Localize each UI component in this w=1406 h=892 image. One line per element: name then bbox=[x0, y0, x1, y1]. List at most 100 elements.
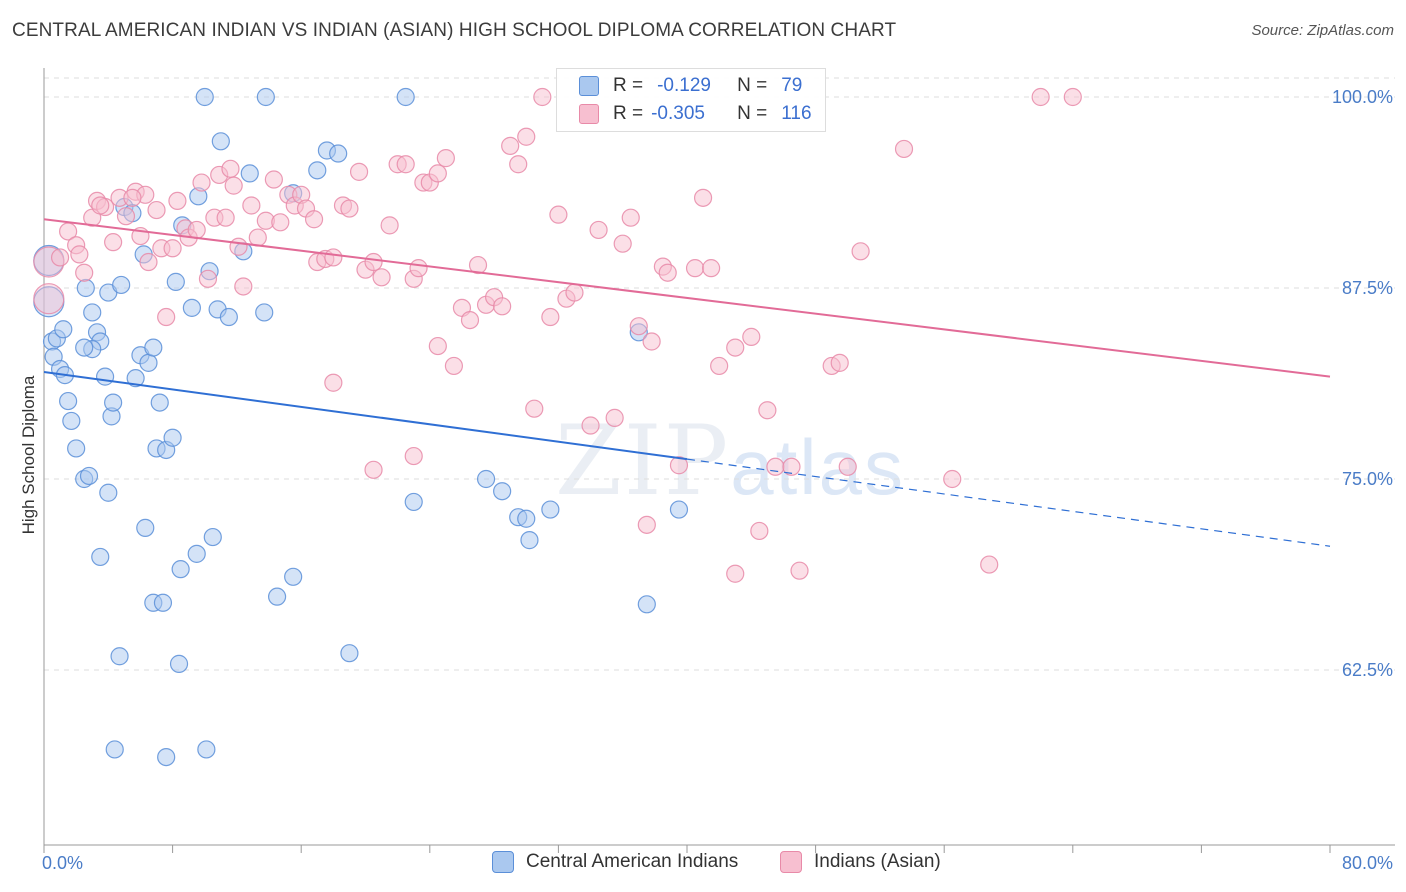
point-central-american-indians bbox=[67, 439, 86, 458]
point-indians-asian bbox=[851, 242, 870, 261]
legend-n-value-pink: 116 bbox=[781, 103, 812, 124]
point-central-american-indians bbox=[240, 164, 259, 183]
point-central-american-indians bbox=[110, 647, 129, 666]
y-tick-label: 87.5% bbox=[1342, 278, 1393, 298]
point-central-american-indians bbox=[187, 544, 206, 563]
point-central-american-indians bbox=[105, 740, 124, 759]
point-indians-asian bbox=[693, 188, 713, 207]
point-indians-asian bbox=[685, 259, 705, 278]
x-tick-label-max: 80.0% bbox=[1342, 853, 1393, 873]
point-indians-asian bbox=[642, 332, 661, 351]
point-indians-asian bbox=[396, 155, 415, 174]
legend-swatch-central-american-indians bbox=[492, 851, 514, 873]
point-indians-asian bbox=[324, 248, 343, 267]
point-central-american-indians bbox=[211, 132, 230, 151]
point-central-american-indians bbox=[54, 320, 73, 339]
point-central-american-indians bbox=[150, 393, 169, 412]
point-indians-asian bbox=[742, 327, 761, 346]
point-indians-asian bbox=[50, 248, 70, 267]
point-central-american-indians bbox=[76, 278, 95, 298]
point-central-american-indians bbox=[203, 527, 222, 547]
point-indians-asian bbox=[192, 173, 211, 192]
point-central-american-indians bbox=[182, 298, 201, 317]
point-indians-asian bbox=[621, 208, 640, 227]
point-indians-asian bbox=[509, 155, 528, 174]
point-indians-asian bbox=[565, 283, 584, 302]
point-indians-asian bbox=[525, 399, 544, 418]
legend-swatch-blue bbox=[579, 76, 599, 96]
trend-lines bbox=[43, 218, 1331, 547]
point-central-american-indians bbox=[144, 338, 163, 357]
point-central-american-indians bbox=[637, 595, 656, 614]
point-indians-asian bbox=[234, 277, 253, 296]
trendline-indians-asian bbox=[43, 218, 1331, 378]
point-indians-asian bbox=[349, 162, 369, 181]
point-central-american-indians bbox=[59, 391, 78, 411]
point-indians-asian bbox=[669, 456, 689, 475]
point-indians-asian bbox=[581, 416, 600, 435]
point-central-american-indians bbox=[91, 547, 110, 567]
point-central-american-indians bbox=[83, 303, 102, 322]
legend-r-label: R = bbox=[613, 75, 644, 96]
point-indians-asian bbox=[364, 252, 383, 272]
axis-labels: 62.5% 75.0% 87.5% 100.0% 0.0% 80.0% High Schoo… bbox=[19, 87, 1393, 873]
point-central-american-indians bbox=[404, 492, 423, 512]
legend-label-central-american-indians: Central American Indians bbox=[526, 851, 739, 872]
point-indians-asian bbox=[750, 521, 769, 541]
source-label: Source: ZipAtlas.com bbox=[1251, 22, 1394, 39]
point-indians-asian bbox=[541, 307, 560, 327]
point-indians-asian bbox=[380, 216, 399, 235]
point-indians-asian bbox=[710, 356, 729, 376]
point-indians-asian bbox=[116, 207, 136, 226]
point-indians-asian bbox=[372, 268, 391, 287]
x-tick-label-min: 0.0% bbox=[42, 853, 83, 873]
point-indians-asian bbox=[409, 259, 428, 278]
point-indians-asian bbox=[501, 136, 520, 155]
point-central-american-indians bbox=[99, 483, 118, 502]
point-central-american-indians bbox=[396, 87, 415, 107]
point-central-american-indians bbox=[284, 567, 303, 586]
point-indians-asian bbox=[726, 564, 745, 583]
point-indians-asian bbox=[766, 457, 785, 476]
point-central-american-indians bbox=[62, 411, 81, 431]
point-indians-asian bbox=[75, 263, 94, 282]
point-indians-asian bbox=[104, 233, 123, 252]
legend-r-value-blue: -0.129 bbox=[657, 75, 711, 96]
y-tick-label: 75.0% bbox=[1342, 469, 1393, 489]
series-legend: Central American Indians Indians (Asian) bbox=[0, 851, 1406, 879]
point-central-american-indians bbox=[197, 740, 216, 759]
point-indians-asian bbox=[242, 196, 261, 215]
point-central-american-indians bbox=[136, 518, 155, 537]
point-indians-asian bbox=[428, 164, 447, 183]
y-tick-label: 62.5% bbox=[1342, 660, 1393, 680]
legend-r-label: R = bbox=[613, 103, 644, 124]
point-indians-asian bbox=[271, 213, 290, 232]
point-indians-asian bbox=[221, 159, 240, 178]
point-indians-asian bbox=[894, 139, 914, 159]
point-indians-asian bbox=[264, 170, 283, 189]
point-indians-asian bbox=[605, 408, 624, 427]
point-indians-asian bbox=[830, 353, 849, 372]
point-indians-asian bbox=[123, 188, 142, 207]
point-central-american-indians bbox=[171, 560, 190, 579]
point-central-american-indians bbox=[153, 593, 173, 612]
point-central-american-indians bbox=[267, 587, 287, 606]
point-central-american-indians bbox=[95, 367, 115, 386]
point-indians-asian bbox=[324, 373, 343, 392]
correlation-legend: R = -0.129 N = 79 R = -0.305 N = 116 bbox=[556, 68, 826, 132]
point-indians-asian bbox=[980, 555, 999, 574]
point-central-american-indians bbox=[195, 87, 214, 107]
legend-row-blue: R = -0.129 N = 79 bbox=[579, 72, 802, 100]
point-central-american-indians bbox=[112, 275, 131, 295]
chart-title: CENTRAL AMERICAN INDIAN VS INDIAN (ASIAN… bbox=[12, 20, 897, 41]
point-central-american-indians bbox=[329, 144, 348, 163]
point-central-american-indians bbox=[139, 353, 158, 372]
point-indians-asian bbox=[198, 269, 218, 288]
point-indians-asian bbox=[838, 457, 857, 476]
point-indians-asian bbox=[444, 356, 464, 376]
legend-swatch-pink bbox=[579, 104, 599, 124]
point-central-american-indians bbox=[517, 509, 536, 528]
trendline-central-american-indians bbox=[43, 371, 688, 461]
point-indians-asian bbox=[139, 252, 158, 272]
